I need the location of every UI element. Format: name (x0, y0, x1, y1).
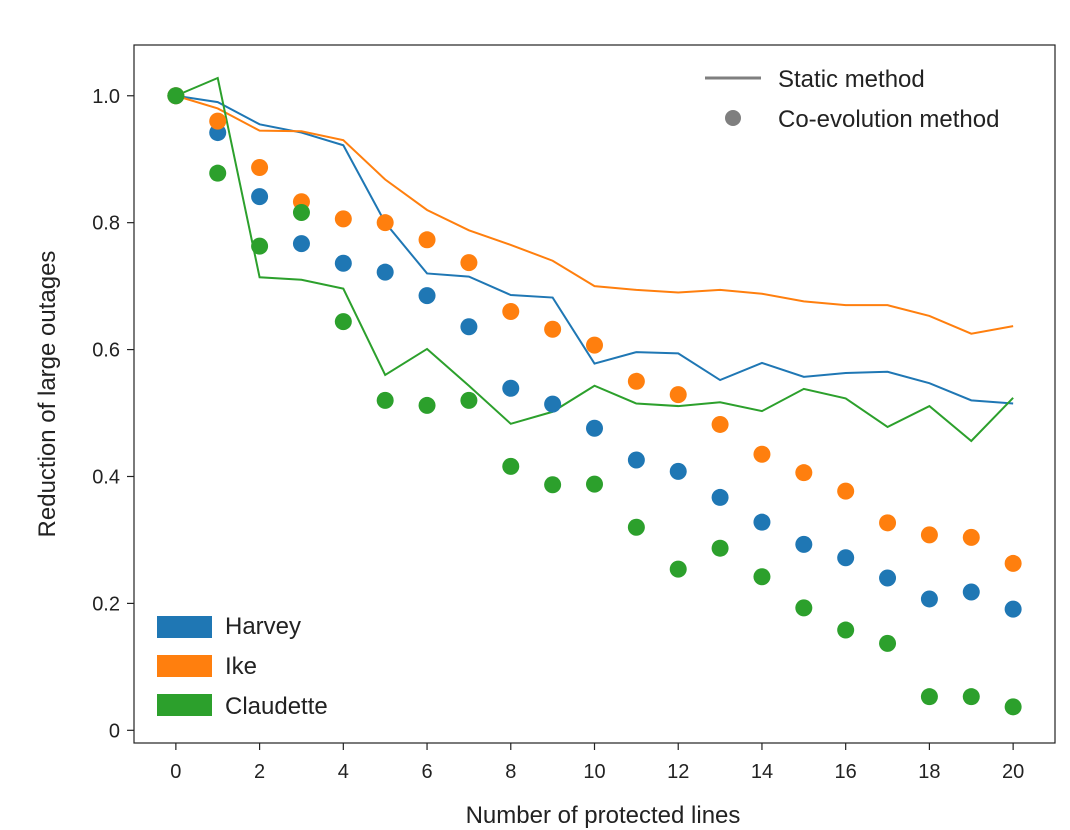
coevolution-point-harvey (502, 379, 520, 397)
y-axis-ticks: 0 0.2 0.4 0.6 0.8 1.0 (92, 86, 134, 742)
coevolution-point-harvey (251, 188, 269, 206)
coevolution-point-harvey (837, 549, 855, 567)
coevolution-point-harvey (627, 451, 645, 469)
coevolution-point-claudette (1004, 698, 1022, 716)
coevolution-point-harvey (1004, 600, 1022, 618)
static-line-claudette (175, 76, 1014, 443)
coevolution-point-harvey (544, 395, 562, 413)
x-tick-label: 0 (170, 761, 181, 783)
coevolution-point-ike (669, 386, 687, 404)
coevolution-point-claudette (418, 396, 436, 414)
coevolution-point-harvey (376, 263, 394, 281)
coevolution-point-claudette (376, 391, 394, 409)
legend-swatch-ike (157, 655, 212, 677)
coevolution-point-ike (460, 254, 478, 272)
coevolution-point-claudette (167, 87, 185, 105)
coevolution-point-claudette (502, 457, 520, 475)
legend-static-label: Static method (778, 66, 925, 93)
legend-label-ike: Ike (225, 653, 257, 680)
coevolution-point-claudette (753, 568, 771, 586)
coevolution-point-ike (627, 372, 645, 390)
y-tick-label: 0.2 (92, 593, 120, 615)
coevolution-point-claudette (251, 237, 269, 255)
x-tick-label: 18 (918, 761, 940, 783)
coevolution-method-points (167, 87, 1022, 716)
coevolution-point-ike (1004, 554, 1022, 572)
x-tick-label: 6 (421, 761, 432, 783)
y-tick-label: 0.4 (92, 466, 120, 488)
coevolution-point-ike (502, 303, 520, 321)
static-line-harvey (175, 94, 1014, 405)
coevolution-point-claudette (460, 391, 478, 409)
coevolution-point-harvey (753, 513, 771, 531)
coevolution-point-ike (920, 526, 938, 544)
coevolution-point-harvey (669, 462, 687, 480)
coevolution-point-ike (711, 415, 729, 433)
coevolution-point-harvey (418, 287, 436, 305)
coevolution-point-harvey (920, 590, 938, 608)
legend-swatch-claudette (157, 694, 212, 716)
coevolution-point-claudette (669, 560, 687, 578)
coevolution-point-claudette (920, 688, 938, 706)
x-tick-label: 16 (835, 761, 857, 783)
static-method-lines (175, 76, 1014, 443)
coevolution-point-ike (962, 528, 980, 546)
coevolution-point-claudette (962, 688, 980, 706)
y-tick-label: 0.6 (92, 340, 120, 362)
coevolution-point-claudette (544, 476, 562, 494)
coevolution-point-ike (753, 445, 771, 463)
coevolution-point-ike (879, 514, 897, 532)
x-tick-label: 2 (254, 761, 265, 783)
coevolution-point-ike (418, 231, 436, 249)
coevolution-point-ike (251, 158, 269, 176)
method-legend: Static method Co-evolution method (705, 66, 999, 133)
coevolution-point-harvey (586, 419, 603, 437)
coevolution-point-ike (544, 320, 562, 338)
coevolution-point-claudette (711, 539, 729, 557)
coevolution-point-harvey (334, 254, 352, 272)
x-axis-ticks: 0 2 4 6 8 10 12 14 16 18 20 (170, 743, 1024, 783)
coevolution-point-ike (334, 210, 352, 228)
legend-label-harvey: Harvey (225, 613, 301, 640)
legend-label-claudette: Claudette (225, 693, 328, 720)
x-tick-label: 8 (505, 761, 516, 783)
x-tick-label: 4 (338, 761, 349, 783)
coevolution-point-claudette (627, 518, 645, 536)
coevolution-point-claudette (879, 634, 897, 652)
x-tick-label: 14 (751, 761, 773, 783)
coevolution-point-claudette (209, 164, 227, 182)
legend-swatch-harvey (157, 616, 212, 638)
coevolution-point-ike (376, 214, 394, 232)
legend-coevolution-label: Co-evolution method (778, 106, 999, 133)
coevolution-point-ike (837, 482, 855, 500)
coevolution-point-claudette (837, 621, 855, 639)
y-tick-label: 1.0 (92, 86, 120, 108)
static-line-ike (175, 94, 1014, 335)
legend-coevolution-dot-icon (725, 110, 741, 126)
x-tick-label: 10 (583, 761, 605, 783)
coevolution-point-harvey (292, 235, 310, 253)
coevolution-point-ike (795, 464, 813, 482)
coevolution-point-claudette (586, 475, 603, 493)
y-tick-label: 0.8 (92, 213, 120, 235)
x-axis-title: Number of protected lines (466, 802, 741, 829)
coevolution-point-harvey (962, 583, 980, 601)
coevolution-point-harvey (879, 569, 897, 587)
coevolution-point-claudette (795, 599, 813, 617)
y-tick-label: 0 (109, 720, 120, 742)
x-tick-label: 12 (667, 761, 689, 783)
coevolution-point-claudette (292, 204, 310, 222)
coevolution-point-claudette (334, 313, 352, 331)
event-legend: Harvey Ike Claudette (157, 613, 328, 720)
coevolution-point-harvey (795, 535, 813, 553)
coevolution-point-ike (209, 112, 227, 130)
coevolution-point-harvey (460, 318, 478, 336)
coevolution-point-ike (586, 336, 603, 354)
x-tick-label: 20 (1002, 761, 1024, 783)
coevolution-point-harvey (711, 488, 729, 506)
y-axis-title: Reduction of large outages (34, 251, 61, 538)
